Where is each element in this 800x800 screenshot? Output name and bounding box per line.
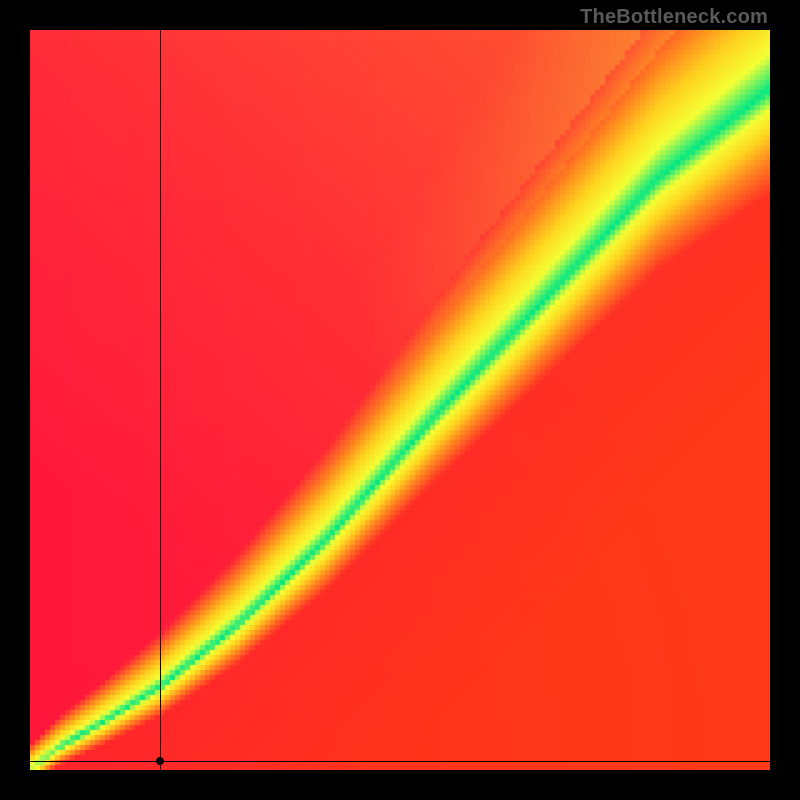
heatmap-canvas	[30, 30, 770, 770]
watermark-text: TheBottleneck.com	[580, 6, 768, 29]
bottleneck-heatmap	[30, 30, 770, 770]
